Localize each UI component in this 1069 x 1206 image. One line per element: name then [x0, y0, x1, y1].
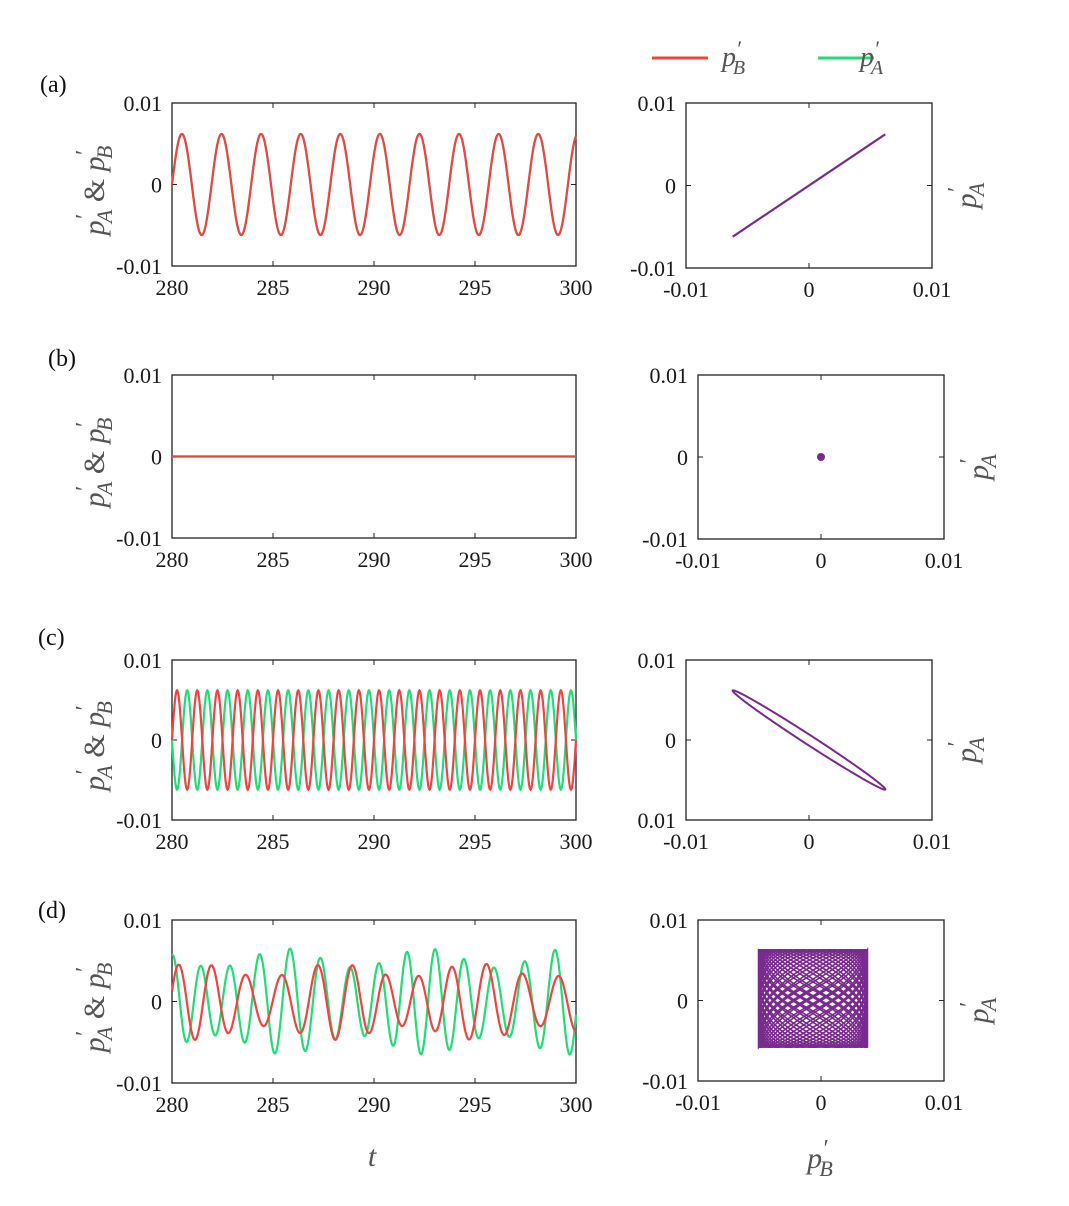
- phase-d-xtick-label: 0: [816, 1090, 827, 1115]
- time-c-ytick-label: 0: [151, 728, 162, 753]
- series-pA-line-d: [171, 947, 578, 1056]
- panel-label-b: (b): [48, 346, 76, 372]
- phase-c-xtick-label: 0: [804, 829, 815, 854]
- time-y-axis-label-a: p′A & p′B: [72, 146, 117, 238]
- time-c-xtick-label: 290: [358, 829, 391, 854]
- time-d-ytick-label: -0.01: [116, 1071, 162, 1096]
- panel-label-a: (a): [40, 72, 67, 98]
- phase-c-frame: [685, 659, 933, 821]
- phase-b-ytick-label: 0: [677, 445, 688, 470]
- phase-a-xtick-label: -0.01: [663, 277, 709, 302]
- time-series-plot-b: 280 285 290 295 300 0.01 0 -0.01 p′A & p′B: [72, 363, 593, 572]
- time-d-xtick-label: 280: [156, 1092, 189, 1117]
- phase-b-ytick-label: -0.01: [642, 527, 688, 552]
- phase-a-xtick-label: 0: [804, 277, 815, 302]
- time-c-xtick-label: 285: [257, 829, 290, 854]
- phase-y-axis-label-d: p′A: [956, 997, 1001, 1025]
- time-series-plot-d: 280 285 290 295 300 0.01 0 -0.01 p′A & p′B: [72, 908, 593, 1117]
- time-a-ytick-label: 0: [151, 173, 162, 198]
- time-d-frame: [171, 919, 577, 1084]
- time-x-axis-label: t: [368, 1140, 377, 1173]
- phase-plot-b: -0.01 0 0.01 0.01 0 -0.01 p′A: [642, 363, 1001, 573]
- time-b-ytick-label: 0: [151, 445, 162, 470]
- time-y-axis-label-d: p′A & p′B: [72, 963, 117, 1055]
- series-pB-line-d: [170, 962, 577, 1041]
- phase-plot-a: -0.01 0 0.01 0.01 0 -0.01 p′A: [630, 91, 989, 302]
- time-a-ytick-label: 0.01: [124, 91, 163, 116]
- time-b-xtick-label: 290: [358, 547, 391, 572]
- phase-a-ytick-label: -0.01: [630, 256, 676, 281]
- phase-plot-d: -0.01 0 0.01 0.01 0 -0.01 p′A: [642, 908, 1001, 1115]
- time-c-xtick-label: 300: [560, 829, 593, 854]
- phase-y-axis-label-a: p′A: [944, 182, 989, 210]
- time-a-xtick-label: 295: [459, 275, 492, 300]
- phase-a-ytick-label: 0: [665, 174, 676, 199]
- time-b-xtick-label: 280: [156, 547, 189, 572]
- phase-c-ytick-label: 0.01: [638, 648, 677, 673]
- time-b-xtick-label: 285: [257, 547, 290, 572]
- panel-label-d: (d): [38, 898, 66, 924]
- time-b-xtick-label: 295: [459, 547, 492, 572]
- time-d-ytick-label: 0.01: [124, 908, 163, 933]
- phase-d-ytick-label: 0: [677, 989, 688, 1014]
- phase-c-ytick-label: 0.01: [638, 808, 677, 833]
- phase-b-xtick-label: 0.01: [925, 548, 964, 573]
- legend: p′ B p′ A: [652, 36, 884, 79]
- time-a-xtick-label: 300: [560, 275, 593, 300]
- phase-y-axis-label-b: p′A: [956, 454, 1001, 482]
- phase-d-xtick-label: 0.01: [925, 1090, 964, 1115]
- phase-y-axis-label-c: p′A: [944, 737, 989, 765]
- phase-b-xtick-label: 0: [816, 548, 827, 573]
- time-c-ytick-label: -0.01: [116, 808, 162, 833]
- phase-trajectory-c: [731, 689, 887, 791]
- time-d-ytick-label: 0: [151, 990, 162, 1015]
- time-b-xtick-label: 300: [560, 547, 593, 572]
- time-d-xtick-label: 300: [560, 1092, 593, 1117]
- series-pB-line-c: [170, 688, 578, 792]
- time-c-ytick-label: 0.01: [124, 648, 163, 673]
- time-a-xtick-label: 290: [358, 275, 391, 300]
- panel-label-c: (c): [38, 625, 65, 651]
- phase-a-xtick-label: 0.01: [913, 277, 952, 302]
- phase-d-ytick-label: 0.01: [650, 908, 689, 933]
- time-b-ytick-label: 0.01: [124, 363, 163, 388]
- time-series-plot-c: 280 285 290 295 300 0.01 0 -0.01 p′A & p′B: [72, 648, 593, 854]
- legend-label-pB: p′ B: [720, 36, 745, 79]
- time-c-xtick-label: 295: [459, 829, 492, 854]
- phase-b-xtick-label: -0.01: [675, 548, 721, 573]
- phase-c-xtick-label: -0.01: [663, 829, 709, 854]
- series-pB-line-a: [170, 132, 578, 237]
- time-a-ytick-label: -0.01: [116, 254, 162, 279]
- time-b-ytick-label: -0.01: [116, 526, 162, 551]
- time-d-xtick-label: 290: [358, 1092, 391, 1117]
- phase-d-ytick-label: -0.01: [642, 1069, 688, 1094]
- time-a-frame: [171, 102, 577, 267]
- time-c-xtick-label: 280: [156, 829, 189, 854]
- time-d-xtick-label: 295: [459, 1092, 492, 1117]
- phase-plot-c: -0.01 0 0.01 0.01 0 0.01 p′A: [638, 648, 990, 854]
- phase-d-xtick-label: -0.01: [675, 1090, 721, 1115]
- time-a-xtick-label: 280: [156, 275, 189, 300]
- time-series-plot-a: 280 285 290 295 300 0.01 0 -0.01 p′A & p′B: [72, 91, 593, 300]
- time-d-xtick-label: 285: [257, 1092, 290, 1117]
- phase-trajectory-d: [757, 946, 869, 1050]
- phase-a-ytick-label: 0.01: [638, 91, 677, 116]
- phase-x-axis-label: p′ B: [805, 1136, 833, 1181]
- legend-label-pA: p′ A: [858, 36, 884, 79]
- phase-b-ytick-label: 0.01: [650, 363, 689, 388]
- time-y-axis-label-c: p′A & p′B: [72, 701, 117, 793]
- phase-fixed-point-b: [817, 453, 825, 461]
- phase-c-ytick-label: 0: [665, 728, 676, 753]
- phase-trajectory-a: [732, 133, 886, 238]
- phase-c-xtick-label: 0.01: [913, 829, 952, 854]
- time-y-axis-label-b: p′A & p′B: [72, 418, 117, 510]
- time-a-xtick-label: 285: [257, 275, 290, 300]
